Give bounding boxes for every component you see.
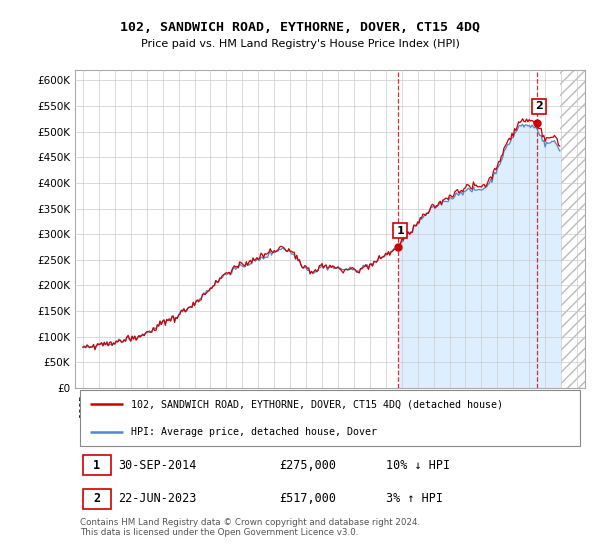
Text: 102, SANDWICH ROAD, EYTHORNE, DOVER, CT15 4DQ (detached house): 102, SANDWICH ROAD, EYTHORNE, DOVER, CT1… — [131, 399, 503, 409]
Text: 22-JUN-2023: 22-JUN-2023 — [118, 492, 197, 505]
Text: 1: 1 — [396, 226, 404, 236]
Text: 30-SEP-2014: 30-SEP-2014 — [118, 459, 197, 472]
Text: 10% ↓ HPI: 10% ↓ HPI — [386, 459, 450, 472]
Text: £517,000: £517,000 — [279, 492, 336, 505]
Text: Contains HM Land Registry data © Crown copyright and database right 2024.
This d: Contains HM Land Registry data © Crown c… — [80, 518, 420, 538]
Text: 2: 2 — [535, 101, 543, 111]
Text: HPI: Average price, detached house, Dover: HPI: Average price, detached house, Dove… — [131, 427, 377, 437]
Text: 1: 1 — [93, 459, 100, 472]
FancyBboxPatch shape — [83, 455, 111, 475]
FancyBboxPatch shape — [83, 488, 111, 508]
Text: £275,000: £275,000 — [279, 459, 336, 472]
Text: 3% ↑ HPI: 3% ↑ HPI — [386, 492, 443, 505]
FancyBboxPatch shape — [80, 390, 580, 446]
Text: Price paid vs. HM Land Registry's House Price Index (HPI): Price paid vs. HM Land Registry's House … — [140, 39, 460, 49]
Text: 2: 2 — [93, 492, 100, 505]
Text: 102, SANDWICH ROAD, EYTHORNE, DOVER, CT15 4DQ: 102, SANDWICH ROAD, EYTHORNE, DOVER, CT1… — [120, 21, 480, 34]
